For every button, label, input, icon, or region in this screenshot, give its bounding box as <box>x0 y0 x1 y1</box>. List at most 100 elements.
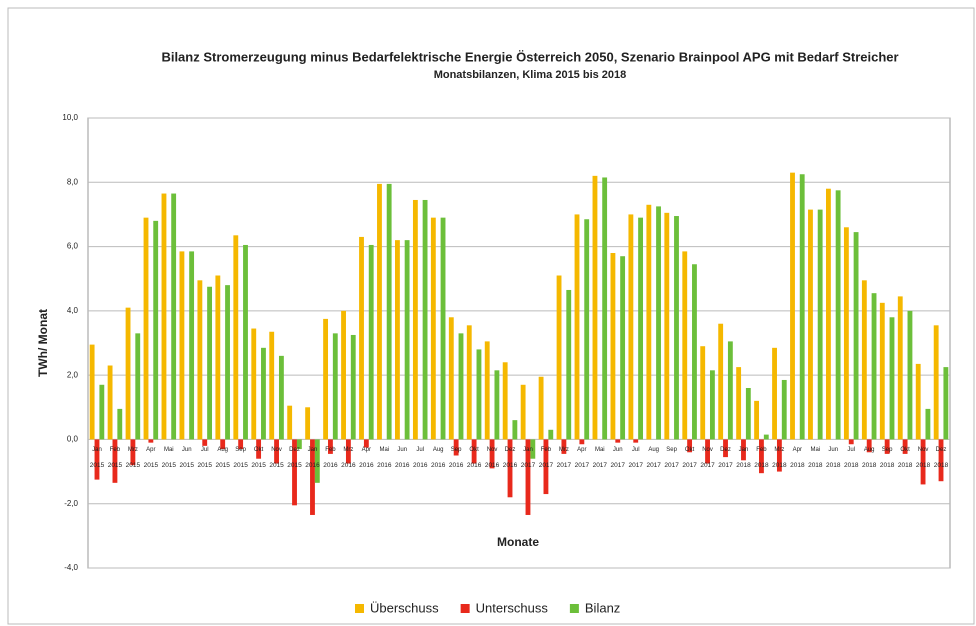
legend-label: Bilanz <box>585 600 620 615</box>
x-tick-label: 2015 <box>215 462 230 469</box>
bar <box>287 405 293 440</box>
bar <box>135 333 141 440</box>
x-tick-label: 2018 <box>916 462 931 469</box>
y-tick-label: 8,0 <box>67 177 79 186</box>
x-tick-label: 2016 <box>341 462 356 469</box>
bar <box>790 172 795 440</box>
x-tick-label: 2018 <box>898 462 913 469</box>
bar <box>727 341 733 440</box>
bar <box>682 251 688 440</box>
bar <box>350 334 356 440</box>
bar <box>386 183 392 440</box>
bar <box>94 439 100 480</box>
x-tick-label: 2015 <box>269 462 284 469</box>
bar <box>143 217 149 440</box>
x-tick-label: 2015 <box>251 462 266 469</box>
bar <box>341 310 346 440</box>
bar <box>897 296 903 440</box>
bar <box>907 310 913 440</box>
bar <box>458 333 464 440</box>
bar <box>741 439 746 461</box>
x-tick-label: Okt <box>254 447 264 453</box>
x-tick-label: 2015 <box>180 462 195 469</box>
x-tick-label: 2018 <box>826 462 841 469</box>
x-tick-label: Mrz <box>559 447 569 453</box>
bar <box>853 232 859 440</box>
legend-swatch <box>460 604 470 613</box>
bar <box>705 439 710 464</box>
x-tick-label: 2016 <box>323 462 338 469</box>
x-tick-label: 2016 <box>377 462 392 469</box>
x-tick-label: Okt <box>685 447 695 453</box>
x-tick-label: Dez <box>936 447 947 453</box>
x-tick-label: Dez <box>289 447 300 453</box>
x-tick-label: 2017 <box>593 462 608 469</box>
bar <box>363 439 369 448</box>
bar <box>189 251 195 440</box>
bar <box>220 439 226 450</box>
bar <box>709 370 715 440</box>
y-axis-label: TWh/ Monat <box>36 309 50 377</box>
bar <box>687 439 693 453</box>
bar <box>646 204 652 440</box>
bar <box>610 253 616 440</box>
bar <box>848 439 854 445</box>
x-tick-label: 2017 <box>521 462 536 469</box>
x-tick-label: 2016 <box>431 462 446 469</box>
y-tick-label: 4,0 <box>67 306 79 315</box>
x-tick-label: 2018 <box>880 462 895 469</box>
bar <box>202 439 208 446</box>
x-tick-label: Sep <box>666 447 677 453</box>
x-tick-label: Okt <box>900 447 910 453</box>
bar <box>920 439 926 485</box>
x-tick-label: Mrz <box>128 447 138 453</box>
y-tick-label: 6,0 <box>67 242 79 251</box>
bar <box>179 251 185 440</box>
x-tick-label: 2017 <box>682 462 697 469</box>
bar <box>628 214 634 440</box>
bar <box>512 420 518 440</box>
bar <box>530 439 536 459</box>
x-tick-label: 2017 <box>628 462 643 469</box>
x-tick-label: 2018 <box>754 462 769 469</box>
bar <box>269 331 275 440</box>
bar <box>323 318 329 440</box>
x-tick-label: Jun <box>613 447 623 453</box>
bar <box>489 439 495 469</box>
y-tick-label: 0,0 <box>67 435 79 444</box>
bar <box>404 240 410 440</box>
x-tick-label: Sep <box>235 447 246 453</box>
bar <box>592 175 598 440</box>
x-tick-label: Nov <box>271 447 282 453</box>
bar <box>548 429 554 440</box>
bar <box>723 439 728 458</box>
x-tick-label: 2017 <box>575 462 590 469</box>
bar <box>502 362 508 440</box>
bar <box>476 349 482 440</box>
x-tick-label: 2015 <box>162 462 177 469</box>
x-axis-label: Monate <box>497 535 539 549</box>
bar <box>125 307 131 440</box>
bar <box>251 328 257 440</box>
bar <box>359 236 364 440</box>
x-tick-label: 2017 <box>611 462 626 469</box>
x-tick-label: Jul <box>416 447 424 453</box>
bar <box>902 439 908 454</box>
bar <box>799 174 805 440</box>
bar <box>332 333 338 440</box>
x-tick-label: 2015 <box>90 462 105 469</box>
x-tick-label: Mai <box>810 447 820 453</box>
x-tick-label: 2016 <box>305 462 320 469</box>
bar <box>238 439 244 450</box>
bar <box>314 439 320 483</box>
bar <box>233 235 239 440</box>
bar <box>292 439 297 506</box>
x-tick-label: 2018 <box>808 462 823 469</box>
bar <box>305 407 311 440</box>
x-tick-label: Aug <box>433 447 444 453</box>
bar <box>215 275 221 440</box>
bar <box>471 439 477 464</box>
bar <box>664 212 670 440</box>
bar <box>889 317 895 440</box>
